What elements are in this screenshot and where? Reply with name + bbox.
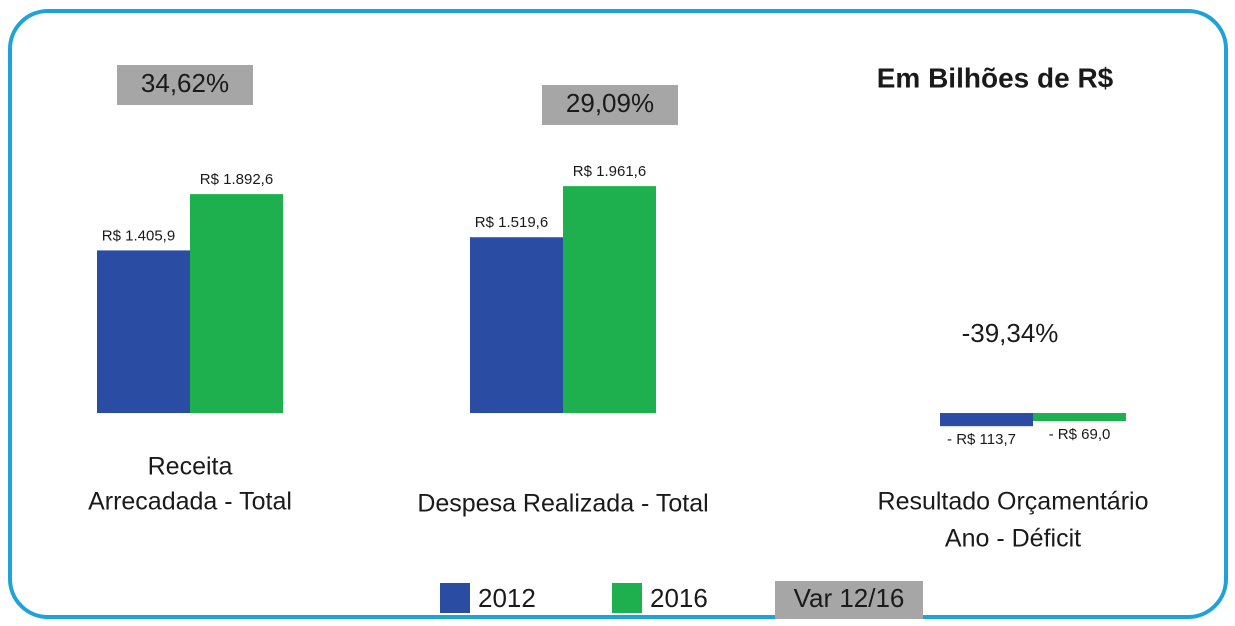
legend-swatch: [612, 583, 642, 613]
x-tick-label: Despesa Realizada - Total: [417, 490, 708, 518]
variation-label: 29,09%: [566, 88, 654, 118]
variation-label: -39,34%: [962, 318, 1059, 348]
data-label: - R$ 69,0: [1049, 426, 1111, 443]
x-tick-label: Receita: [148, 453, 233, 481]
variation-box: [117, 65, 253, 105]
x-tick-label: Resultado Orçamentário: [878, 488, 1149, 516]
chart-title: Em Bilhões de R$: [877, 62, 1114, 93]
x-tick-label: Ano - Déficit: [945, 525, 1081, 553]
bar: [470, 237, 563, 414]
variation-label: 34,62%: [141, 68, 229, 98]
legend-swatch: [440, 583, 470, 613]
legend-label: 2012: [478, 583, 536, 613]
bar: [97, 250, 190, 414]
data-label: R$ 1.405,9: [102, 227, 175, 244]
data-label: - R$ 113,7: [947, 431, 1016, 448]
legend-label: 2016: [650, 583, 708, 613]
x-tick-label: Arrecadada - Total: [88, 488, 292, 516]
bar: [563, 186, 656, 414]
data-label: R$ 1.519,6: [475, 214, 548, 231]
bar: [190, 194, 283, 414]
legend-swatch: [775, 581, 923, 619]
legend-label: Var 12/16: [794, 583, 905, 613]
bar: [1033, 413, 1126, 422]
bar: [940, 413, 1033, 427]
data-label: R$ 1.961,6: [573, 163, 646, 180]
data-label: R$ 1.892,6: [200, 171, 273, 188]
variation-box: [542, 85, 678, 125]
